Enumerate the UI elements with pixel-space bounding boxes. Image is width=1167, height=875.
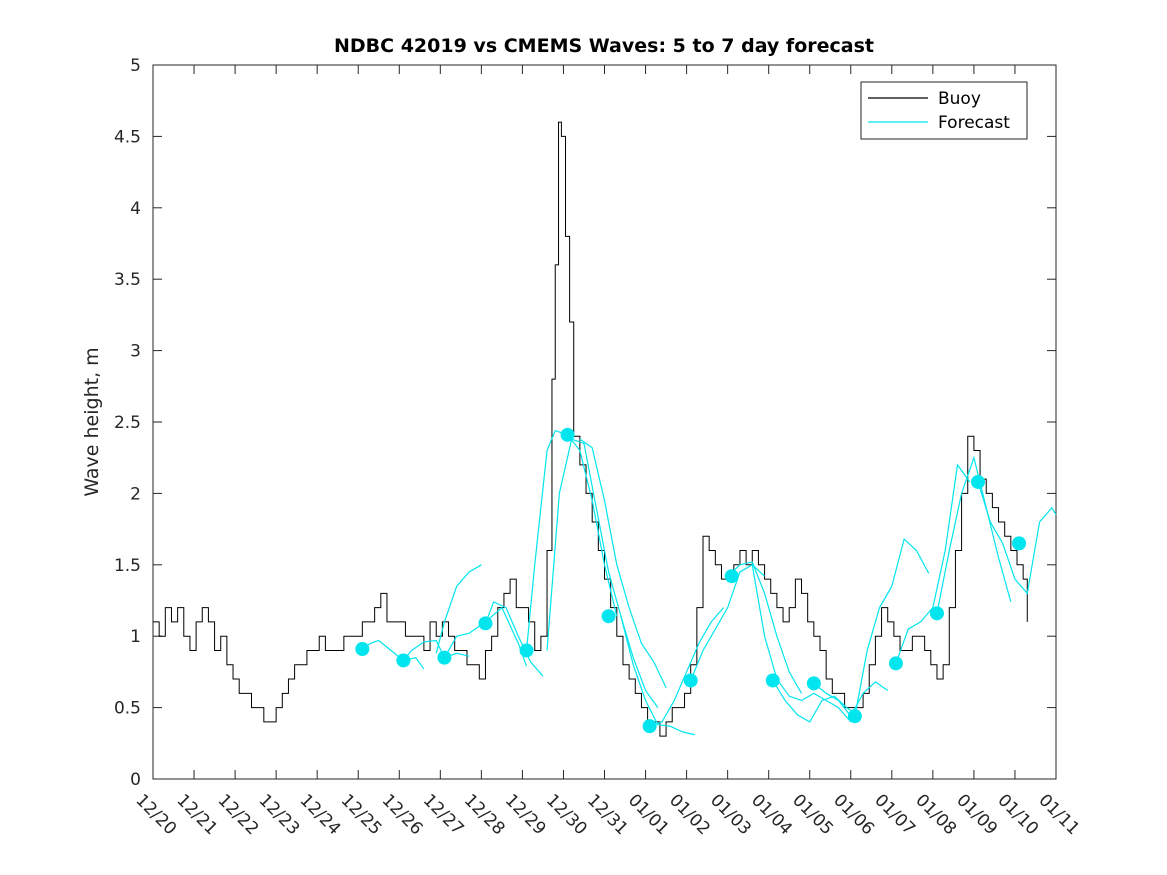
forecast-line xyxy=(854,537,930,717)
forecast-marker xyxy=(847,709,862,724)
y-tick-label: 4.5 xyxy=(114,127,141,147)
y-tick-label: 1 xyxy=(130,627,141,647)
y-axis-label: Wave height, m xyxy=(81,347,103,496)
forecast-markers xyxy=(355,427,1027,734)
forecast-line xyxy=(936,455,1012,614)
forecast-marker xyxy=(806,676,821,691)
forecast-line xyxy=(620,616,695,736)
forecast-marker xyxy=(683,673,698,688)
chart-legend: Buoy Forecast xyxy=(860,81,1028,140)
forecast-line xyxy=(579,438,667,688)
y-tick-label: 0.5 xyxy=(114,699,141,719)
forecast-series xyxy=(361,429,1057,736)
forecast-line xyxy=(751,564,852,723)
forecast-line xyxy=(649,607,724,727)
forecast-line xyxy=(484,601,544,677)
y-tick-label: 2.5 xyxy=(114,413,141,433)
chart-title: NDBC 42019 vs CMEMS Waves: 5 to 7 day fo… xyxy=(334,35,874,57)
forecast-line xyxy=(402,639,470,661)
plot-area: 00.511.522.533.544.55 12/2012/2112/2212/… xyxy=(114,56,1083,839)
forecast-line xyxy=(727,561,803,694)
forecast-marker xyxy=(888,656,903,671)
y-tick-label: 5 xyxy=(130,56,141,76)
forecast-marker xyxy=(519,643,534,658)
y-tick-label: 0 xyxy=(130,770,141,790)
legend-forecast-label: Forecast xyxy=(938,113,1010,133)
y-tick-label: 1.5 xyxy=(114,556,141,576)
forecast-marker xyxy=(642,719,657,734)
forecast-marker xyxy=(437,650,452,665)
forecast-marker xyxy=(478,616,493,631)
plot-frame xyxy=(152,64,1057,780)
forecast-line xyxy=(895,463,971,664)
buoy-series xyxy=(153,121,1028,737)
legend-box xyxy=(860,81,1028,140)
forecast-marker xyxy=(971,474,986,489)
forecast-line xyxy=(977,481,1057,595)
forecast-marker xyxy=(355,642,370,657)
forecast-line xyxy=(435,564,482,654)
forecast-marker xyxy=(560,427,575,442)
y-tick-label: 4 xyxy=(130,199,141,219)
forecast-line xyxy=(546,438,659,708)
legend-buoy-label: Buoy xyxy=(938,89,981,109)
forecast-marker xyxy=(929,606,944,621)
y-tick-label: 3 xyxy=(130,342,141,362)
forecast-marker xyxy=(765,673,780,688)
forecast-marker xyxy=(396,653,411,668)
y-tick-label: 3.5 xyxy=(114,270,141,290)
forecast-marker xyxy=(1012,536,1027,551)
y-axis-ticks: 0 0.5 1 1.5 2 2.5 3 3.5 4 4.5 5 xyxy=(114,56,1056,790)
y-tick-label: 2 xyxy=(130,484,141,504)
buoy-line xyxy=(153,121,1028,737)
forecast-marker xyxy=(601,609,616,624)
forecast-line xyxy=(772,680,860,723)
forecast-marker xyxy=(724,569,739,584)
forecast-line xyxy=(361,639,425,670)
